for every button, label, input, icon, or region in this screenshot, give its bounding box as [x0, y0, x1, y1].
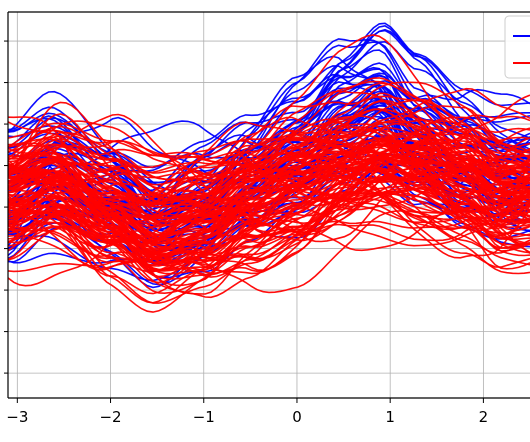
- series-line: [8, 108, 530, 198]
- series-line: [8, 140, 530, 241]
- x-tick-label: 1: [385, 408, 395, 426]
- series-line: [8, 129, 530, 225]
- series-line: [8, 126, 530, 295]
- series-line: [8, 169, 530, 223]
- series-line: [8, 140, 530, 196]
- x-tick-label: −1: [193, 408, 215, 426]
- x-axis-ticks: −3 −2 −1 0 1 2: [6, 398, 488, 426]
- series-line: [8, 82, 530, 205]
- series-line: [8, 189, 530, 294]
- series-line: [8, 87, 530, 217]
- series-line: [8, 170, 530, 264]
- data-lines: [8, 22, 530, 313]
- series-line: [8, 114, 530, 227]
- series-line: [8, 171, 530, 278]
- series-line: [8, 127, 530, 267]
- legend-box: [504, 15, 530, 79]
- series-line: [8, 179, 530, 267]
- x-tick-label: −3: [6, 408, 28, 426]
- series-line: [8, 132, 530, 242]
- series-line: [8, 135, 530, 272]
- x-tick-label: −2: [99, 408, 121, 426]
- series-line: [8, 191, 530, 256]
- series-line: [8, 139, 530, 272]
- series-line: [8, 132, 530, 273]
- series-line: [8, 115, 530, 224]
- series-line: [8, 120, 530, 233]
- x-tick-label: 0: [292, 408, 302, 426]
- legend: [504, 15, 530, 79]
- series-line: [8, 192, 530, 273]
- series-line: [8, 156, 530, 248]
- axes: [4, 11, 530, 399]
- series-line: [8, 105, 530, 226]
- series-line: [8, 170, 530, 205]
- series-line: [8, 165, 530, 287]
- series-line: [8, 154, 530, 245]
- x-tick-label: 2: [479, 408, 489, 426]
